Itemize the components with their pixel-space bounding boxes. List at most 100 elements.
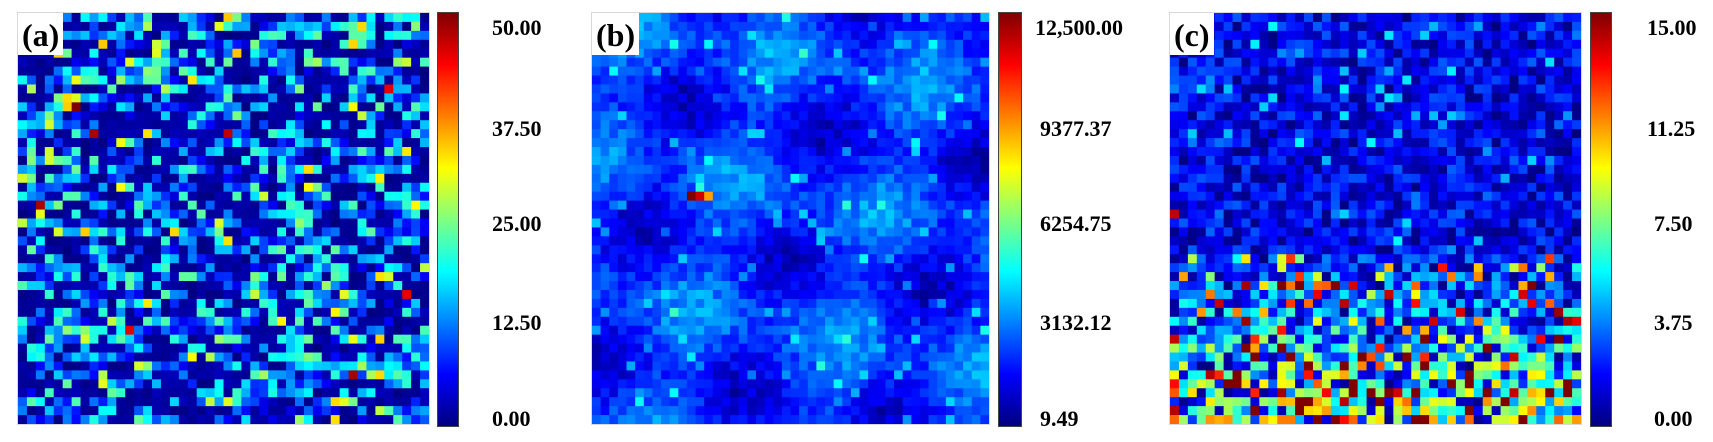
heatmap-cell — [919, 39, 930, 50]
heatmap-cell — [250, 182, 260, 193]
heatmap-cell — [902, 218, 912, 229]
heatmap-cell — [747, 13, 757, 23]
heatmap-cell — [876, 334, 887, 345]
heatmap-cell — [1366, 147, 1377, 157]
heatmap-cell — [876, 75, 887, 86]
heatmap-cell — [712, 57, 723, 68]
heatmap-cell — [704, 397, 714, 407]
heatmap-cell — [1402, 13, 1412, 23]
heatmap-cell — [348, 138, 359, 148]
heatmap-cell — [971, 254, 981, 264]
heatmap-cell — [1420, 84, 1430, 95]
heatmap-a — [18, 13, 429, 424]
heatmap-cell — [357, 334, 368, 345]
heatmap-cell — [738, 352, 748, 363]
heatmap-cell — [62, 182, 73, 193]
heatmap-cell — [747, 120, 757, 130]
heatmap-cell — [259, 191, 269, 202]
heatmap-cell — [116, 120, 126, 130]
heatmap-cell — [241, 66, 251, 77]
heatmap-cell — [730, 307, 740, 318]
heatmap-cell — [661, 66, 671, 77]
heatmap-cell — [303, 254, 314, 264]
heatmap-cell — [187, 191, 198, 202]
heatmap-cell — [411, 102, 421, 112]
heatmap-cell — [1402, 66, 1412, 77]
heatmap-cell — [945, 218, 956, 229]
heatmap-cell — [730, 272, 740, 282]
heatmap-cell — [686, 129, 697, 139]
heatmap-cell — [321, 325, 332, 336]
heatmap-cell — [1411, 66, 1421, 77]
heatmap-b-frame: (b) — [591, 12, 990, 425]
heatmap-cell — [799, 415, 809, 424]
heatmap-cell — [339, 30, 350, 41]
heatmap-cell — [116, 272, 126, 282]
heatmap-cell — [825, 218, 835, 229]
heatmap-cell — [411, 21, 421, 32]
heatmap-cell — [393, 361, 403, 371]
heatmap-cell — [18, 254, 28, 264]
heatmap-cell — [26, 254, 37, 264]
heatmap-cell — [859, 182, 869, 193]
heatmap-cell — [330, 200, 341, 211]
heatmap-cell — [1420, 102, 1430, 112]
heatmap-cell — [712, 272, 723, 282]
heatmap-cell — [402, 120, 412, 130]
heatmap-cell — [35, 289, 46, 300]
heatmap-cell — [686, 298, 697, 309]
heatmap-cell — [859, 164, 869, 175]
heatmap-cell — [286, 361, 296, 371]
heatmap-cell — [669, 316, 679, 327]
heatmap-cell — [321, 254, 332, 264]
heatmap-cell — [420, 111, 429, 121]
heatmap-cell — [348, 325, 359, 336]
heatmap-cell — [816, 200, 826, 211]
heatmap-cell — [1348, 93, 1359, 103]
heatmap-cell — [661, 245, 671, 255]
heatmap-cell — [80, 21, 91, 32]
heatmap-cell — [330, 307, 341, 318]
heatmap-cell — [695, 352, 705, 363]
heatmap-cell — [366, 66, 376, 77]
heatmap-cell — [592, 361, 602, 371]
heatmap-cell — [411, 147, 421, 157]
heatmap-cell — [71, 397, 82, 407]
heatmap-cell — [600, 75, 610, 86]
heatmap-cell — [617, 191, 628, 202]
heatmap-cell — [384, 147, 394, 157]
heatmap-cell — [259, 245, 269, 255]
heatmap-cell — [268, 334, 278, 345]
heatmap-cell — [89, 272, 100, 282]
heatmap-cell — [859, 254, 869, 264]
heatmap-cell — [1554, 93, 1564, 103]
heatmap-cell — [286, 334, 296, 345]
heatmap-cell — [902, 209, 912, 220]
heatmap-cell — [366, 236, 376, 246]
heatmap-cell — [876, 120, 887, 130]
heatmap-cell — [375, 415, 385, 424]
heatmap-cell — [928, 379, 938, 389]
heatmap-cell — [366, 227, 376, 237]
heatmap-cell — [71, 209, 82, 220]
heatmap-cell — [250, 102, 260, 112]
heatmap-cell — [89, 209, 100, 220]
heatmap-cell — [1384, 138, 1394, 148]
heatmap-cell — [928, 182, 938, 193]
heatmap-cell — [859, 343, 869, 354]
heatmap-cell — [617, 147, 628, 157]
heatmap-cell — [62, 406, 73, 416]
heatmap-cell — [44, 120, 55, 130]
heatmap-cell — [1196, 57, 1207, 68]
heatmap-cell — [62, 191, 73, 202]
heatmap-cell — [116, 93, 126, 103]
heatmap-cell — [26, 138, 37, 148]
heatmap-cell — [286, 415, 296, 424]
heatmap-cell — [178, 191, 189, 202]
heatmap-cell — [312, 370, 323, 380]
heatmap-cell — [178, 236, 189, 246]
heatmap-cell — [928, 13, 938, 23]
heatmap-cell — [945, 236, 956, 246]
heatmap-cell — [1572, 13, 1581, 23]
heatmap-cell — [945, 209, 956, 220]
